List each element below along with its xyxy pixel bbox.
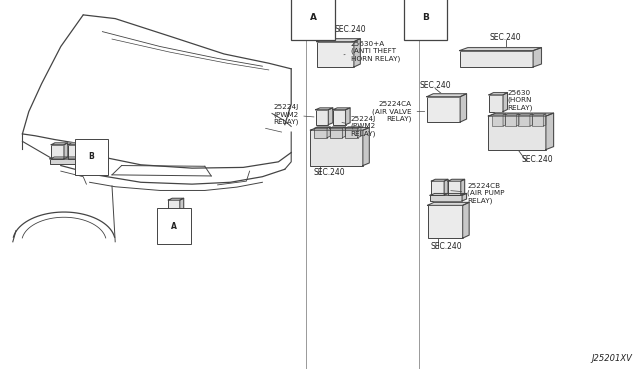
Text: 25224CA
(AIR VALVE
RELAY): 25224CA (AIR VALVE RELAY) — [372, 101, 425, 122]
Text: 25224J
(PWM2
RELAY): 25224J (PWM2 RELAY) — [342, 116, 376, 137]
Bar — [317, 42, 354, 67]
Bar — [310, 130, 363, 166]
Polygon shape — [532, 114, 546, 115]
Polygon shape — [492, 114, 506, 115]
Bar — [430, 195, 462, 201]
Polygon shape — [460, 48, 541, 51]
Polygon shape — [543, 114, 546, 126]
Text: 25630
(HORN
RELAY): 25630 (HORN RELAY) — [508, 90, 533, 111]
Bar — [314, 128, 327, 138]
Polygon shape — [427, 94, 467, 97]
Polygon shape — [342, 127, 346, 138]
Bar — [492, 115, 503, 126]
Polygon shape — [168, 198, 184, 200]
Polygon shape — [431, 179, 448, 181]
Polygon shape — [503, 114, 506, 126]
Text: 25224CB
(AIR PUMP
RELAY): 25224CB (AIR PUMP RELAY) — [451, 183, 505, 204]
Text: SEC.240: SEC.240 — [490, 33, 522, 42]
Bar — [460, 51, 533, 67]
Text: A: A — [310, 13, 316, 22]
Polygon shape — [488, 113, 554, 116]
Polygon shape — [333, 108, 350, 110]
Polygon shape — [346, 108, 350, 125]
Bar — [488, 116, 546, 150]
Polygon shape — [505, 114, 519, 115]
Text: B: B — [422, 13, 429, 22]
Text: 25630+A
(ANTI THEFT
HORN RELAY): 25630+A (ANTI THEFT HORN RELAY) — [344, 41, 400, 62]
Polygon shape — [82, 157, 86, 164]
Bar — [427, 97, 460, 122]
Polygon shape — [460, 94, 467, 122]
Polygon shape — [530, 114, 532, 126]
Text: J25201XV: J25201XV — [591, 354, 632, 363]
Polygon shape — [354, 39, 360, 67]
Polygon shape — [358, 127, 361, 138]
Text: 25224J
(PWM2
RELAY): 25224J (PWM2 RELAY) — [273, 104, 314, 125]
Polygon shape — [330, 127, 346, 128]
Text: SEC.240: SEC.240 — [430, 242, 461, 251]
Polygon shape — [310, 128, 369, 130]
Polygon shape — [546, 113, 554, 150]
Text: B: B — [89, 153, 94, 161]
Polygon shape — [316, 108, 333, 110]
Polygon shape — [345, 127, 361, 128]
Bar — [168, 200, 180, 212]
Text: SEC.240: SEC.240 — [314, 169, 345, 177]
Polygon shape — [327, 127, 330, 138]
Bar — [428, 205, 463, 238]
Polygon shape — [314, 127, 330, 128]
Polygon shape — [430, 193, 467, 195]
Polygon shape — [363, 128, 369, 166]
Polygon shape — [462, 193, 467, 201]
Bar — [448, 181, 461, 195]
Bar — [489, 95, 503, 112]
Bar — [330, 128, 342, 138]
Polygon shape — [489, 93, 508, 95]
Bar — [333, 110, 346, 125]
Polygon shape — [51, 143, 68, 145]
Polygon shape — [516, 114, 519, 126]
Bar — [345, 128, 358, 138]
Polygon shape — [461, 179, 465, 195]
Polygon shape — [518, 114, 532, 115]
Bar — [532, 115, 543, 126]
Text: SEC.240: SEC.240 — [419, 81, 451, 90]
Bar — [518, 115, 530, 126]
Polygon shape — [50, 157, 86, 159]
Bar — [505, 115, 516, 126]
Bar — [431, 181, 444, 195]
Polygon shape — [68, 143, 84, 145]
Polygon shape — [81, 143, 84, 159]
Text: SEC.240: SEC.240 — [334, 25, 365, 34]
Polygon shape — [317, 39, 360, 42]
Bar — [68, 145, 81, 159]
Polygon shape — [503, 93, 508, 112]
Bar — [50, 159, 82, 164]
Polygon shape — [444, 179, 448, 195]
Polygon shape — [64, 143, 68, 159]
Polygon shape — [180, 198, 184, 212]
Polygon shape — [448, 179, 465, 181]
Polygon shape — [328, 108, 333, 125]
Polygon shape — [533, 48, 541, 67]
Polygon shape — [428, 202, 469, 205]
Text: SEC.240: SEC.240 — [522, 155, 554, 164]
Polygon shape — [463, 202, 469, 238]
Bar — [316, 110, 328, 125]
Text: A: A — [171, 222, 177, 231]
Bar — [51, 145, 64, 159]
